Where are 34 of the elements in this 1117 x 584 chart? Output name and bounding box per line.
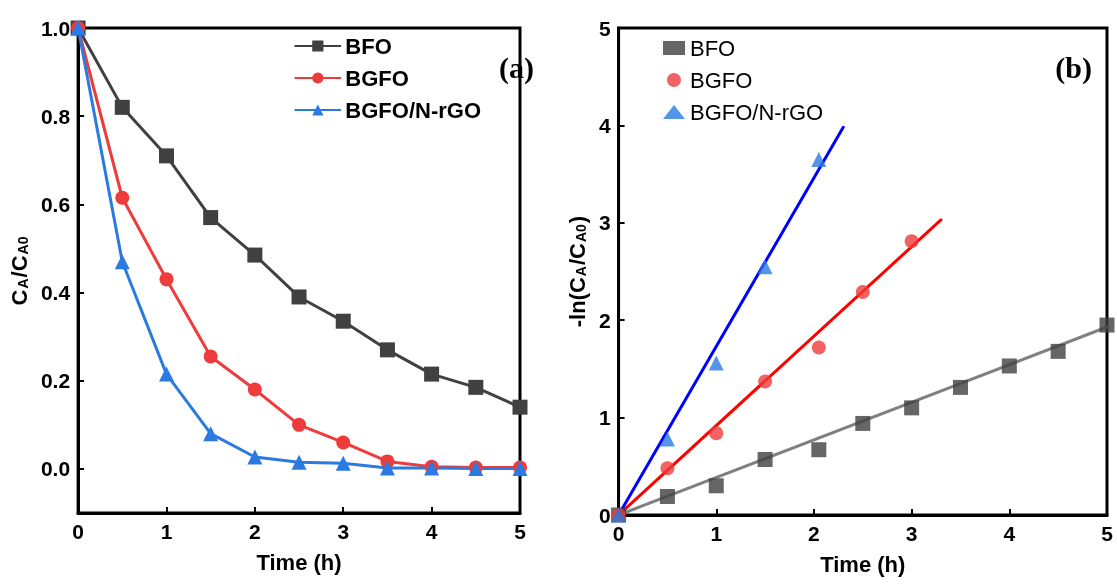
y-tick-label: 3 <box>598 211 611 235</box>
x-tick-label: 2 <box>808 522 820 545</box>
x-tick-label: 4 <box>425 520 438 543</box>
x-tick-label: 1 <box>710 522 723 545</box>
y-tick-label: 0.2 <box>40 369 71 393</box>
y-tick-label: 2 <box>598 308 611 332</box>
y-axis-title: -ln(CA/CA0) <box>564 215 590 328</box>
x-tick-label: 5 <box>514 520 527 543</box>
legend-label: BFO <box>345 33 392 59</box>
y-tick-label: 0.8 <box>40 104 71 128</box>
y-tick-label: 0 <box>598 503 611 527</box>
y-tick-label: 0.6 <box>40 192 71 216</box>
x-tick-label: 0 <box>612 522 625 545</box>
x-tick-label: 4 <box>1003 522 1016 545</box>
x-axis-title: Time (h) <box>256 549 342 575</box>
y-tick-label: 0.4 <box>40 281 71 305</box>
x-tick-label: 5 <box>1101 522 1114 545</box>
legend-label: BGFO/N-rGO <box>690 99 824 125</box>
y-tick-label: 4 <box>598 113 611 137</box>
legend-label: BFO <box>690 35 736 61</box>
annotation: (b) <box>1055 50 1093 85</box>
y-tick-label: 1.0 <box>40 16 71 40</box>
x-axis-title: Time (h) <box>820 551 906 577</box>
y-axis-title: CA/CA0 <box>6 236 32 306</box>
y-tick-label: 1 <box>598 406 611 430</box>
legend-label: BGFO <box>345 65 409 91</box>
x-tick-label: 1 <box>160 520 173 543</box>
legend-label: BGFO/N-rGO <box>345 97 482 123</box>
x-tick-label: 3 <box>337 520 350 543</box>
y-tick-label: 5 <box>598 16 611 40</box>
x-tick-label: 2 <box>249 520 261 543</box>
x-tick-label: 3 <box>905 522 918 545</box>
y-tick-label: 0.0 <box>40 457 71 481</box>
legend-label: BGFO <box>690 67 753 93</box>
